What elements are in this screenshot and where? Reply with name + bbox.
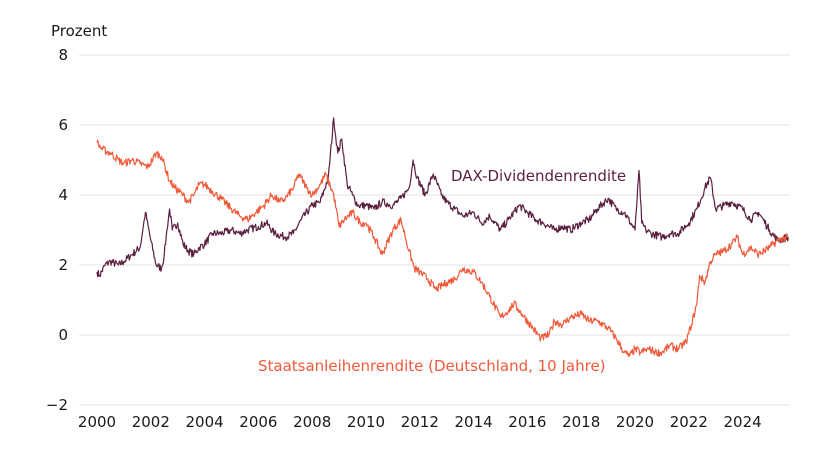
x-tick-label: 2014	[455, 413, 493, 431]
y-axis-ticks: −2 0 2 4 6 8	[46, 46, 68, 414]
series-layer	[96, 117, 789, 357]
series-label-bund-yield: Staatsanleihenrendite (Deutschland, 10 J…	[258, 357, 606, 375]
x-tick-label: 2024	[724, 413, 762, 431]
x-tick-label: 2004	[186, 413, 224, 431]
grid-layer	[79, 54, 790, 406]
x-tick-label: 2002	[132, 413, 170, 431]
x-tick-label: 2016	[508, 413, 546, 431]
x-tick-label: 2018	[562, 413, 600, 431]
series-label-dax-dividend-yield: DAX-Dividendenrendite	[451, 167, 626, 185]
series-line-1	[96, 139, 789, 357]
y-tick-label: 6	[58, 116, 68, 134]
y-tick-label: 4	[58, 186, 68, 204]
x-tick-label: 2012	[401, 413, 439, 431]
y-tick-label: −2	[46, 396, 68, 414]
x-tick-label: 2022	[670, 413, 708, 431]
x-tick-label: 2020	[616, 413, 654, 431]
x-tick-label: 2010	[347, 413, 385, 431]
x-axis-ticks: 2000 2002 2004 2006 2008 2010 2012 2014 2016 2018…	[78, 413, 762, 431]
y-axis-label: Prozent	[51, 22, 107, 40]
series-line-0	[96, 117, 789, 278]
y-tick-label: 2	[58, 256, 68, 274]
y-tick-label: 8	[58, 46, 68, 64]
x-tick-label: 2008	[293, 413, 331, 431]
x-tick-label: 2000	[78, 413, 116, 431]
y-tick-label: 0	[58, 326, 68, 344]
x-tick-label: 2006	[239, 413, 277, 431]
